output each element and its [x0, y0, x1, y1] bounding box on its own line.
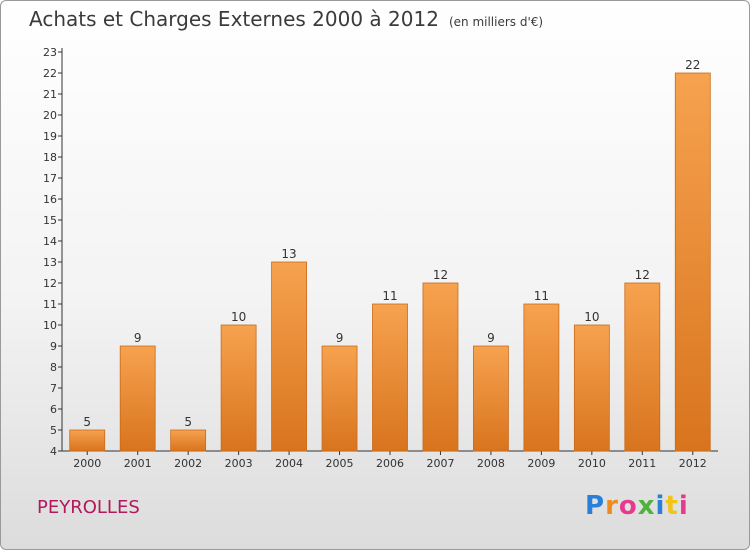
x-tick-label-2007: 2007 — [426, 457, 454, 470]
y-tick-label: 14 — [43, 235, 57, 248]
proxiti-logo: Proxiti — [585, 491, 689, 521]
y-tick-label: 18 — [43, 151, 57, 164]
y-tick-label: 19 — [43, 130, 57, 143]
x-tick-label-2012: 2012 — [679, 457, 707, 470]
logo-letter: o — [618, 491, 638, 521]
bar-2006 — [372, 303, 408, 452]
bar-2003 — [220, 324, 257, 452]
x-tick-label-2002: 2002 — [174, 457, 202, 470]
x-tick-label-2000: 2000 — [73, 457, 101, 470]
y-tick-label: 21 — [43, 88, 57, 101]
y-tick-label: 7 — [50, 382, 57, 395]
y-tick-label: 4 — [50, 445, 57, 458]
chart-unit: (en milliers d'€) — [448, 15, 544, 29]
value-label-2008: 9 — [487, 331, 495, 345]
x-tick-label-2008: 2008 — [477, 457, 505, 470]
y-tick-label: 5 — [50, 424, 57, 437]
bar-2001 — [119, 345, 156, 452]
y-tick-label: 17 — [43, 172, 57, 185]
y-tick-label: 11 — [43, 298, 57, 311]
y-tick-label: 13 — [43, 256, 57, 269]
value-label-2012: 22 — [685, 58, 700, 72]
chart-title: Achats et Charges Externes 2000 à 2012 (e… — [29, 7, 543, 31]
y-tick-label: 8 — [50, 361, 57, 374]
bar-2012 — [674, 72, 711, 452]
y-tick-label: 22 — [43, 67, 57, 80]
bar-2004 — [271, 261, 307, 452]
town-name: PEYROLLES — [37, 497, 140, 518]
value-label-2007: 12 — [433, 268, 448, 282]
chart-title-text: Achats et Charges Externes 2000 à 2012 — [29, 7, 439, 31]
bar-2002 — [170, 429, 207, 452]
value-label-2000: 5 — [83, 415, 91, 429]
x-tick-label-2005: 2005 — [326, 457, 354, 470]
value-label-2006: 11 — [382, 289, 397, 303]
y-tick-label: 20 — [43, 109, 57, 122]
value-label-2002: 5 — [184, 415, 192, 429]
value-label-2011: 12 — [635, 268, 650, 282]
logo-letter: i — [655, 491, 666, 521]
logo-letter: P — [585, 491, 606, 521]
y-tick-label: 9 — [50, 340, 57, 353]
y-tick-label: 15 — [43, 214, 57, 227]
y-tick-label: 16 — [43, 193, 57, 206]
value-label-2001: 9 — [134, 331, 142, 345]
bars — [69, 72, 711, 452]
x-tick-label-2003: 2003 — [225, 457, 253, 470]
bar-2005 — [321, 345, 358, 452]
bar-2009 — [523, 303, 560, 452]
x-tick-label-2001: 2001 — [124, 457, 152, 470]
axes: 4 5 6 7 8 9 10 11 12 13 14 15 16 17 18 19 20 21 22 23 2000 20… — [43, 46, 718, 470]
x-tick-label-2011: 2011 — [628, 457, 656, 470]
bar-2008 — [473, 345, 509, 452]
bar-2007 — [422, 282, 459, 452]
x-tick-label-2006: 2006 — [376, 457, 404, 470]
value-label-2003: 10 — [231, 310, 246, 324]
value-label-2010: 10 — [584, 310, 599, 324]
y-tick-label: 23 — [43, 46, 57, 59]
bar-2010 — [573, 324, 610, 452]
logo-letter: x — [637, 491, 656, 521]
bar-2000 — [69, 429, 106, 452]
bar-2011 — [624, 282, 661, 452]
logo-letter: i — [678, 491, 689, 521]
x-tick-label-2004: 2004 — [275, 457, 303, 470]
x-tick-label-2010: 2010 — [578, 457, 606, 470]
y-tick-label: 12 — [43, 277, 57, 290]
value-label-2004: 13 — [281, 247, 296, 261]
logo-letter: t — [665, 491, 679, 521]
value-labels: 5 9 5 10 13 9 11 12 9 11 10 12 22 — [83, 58, 700, 429]
value-label-2009: 11 — [534, 289, 549, 303]
x-tick-label-2009: 2009 — [527, 457, 555, 470]
logo-letter: r — [605, 491, 619, 521]
value-label-2005: 9 — [336, 331, 344, 345]
y-tick-label: 10 — [43, 319, 57, 332]
y-tick-label: 6 — [50, 403, 57, 416]
